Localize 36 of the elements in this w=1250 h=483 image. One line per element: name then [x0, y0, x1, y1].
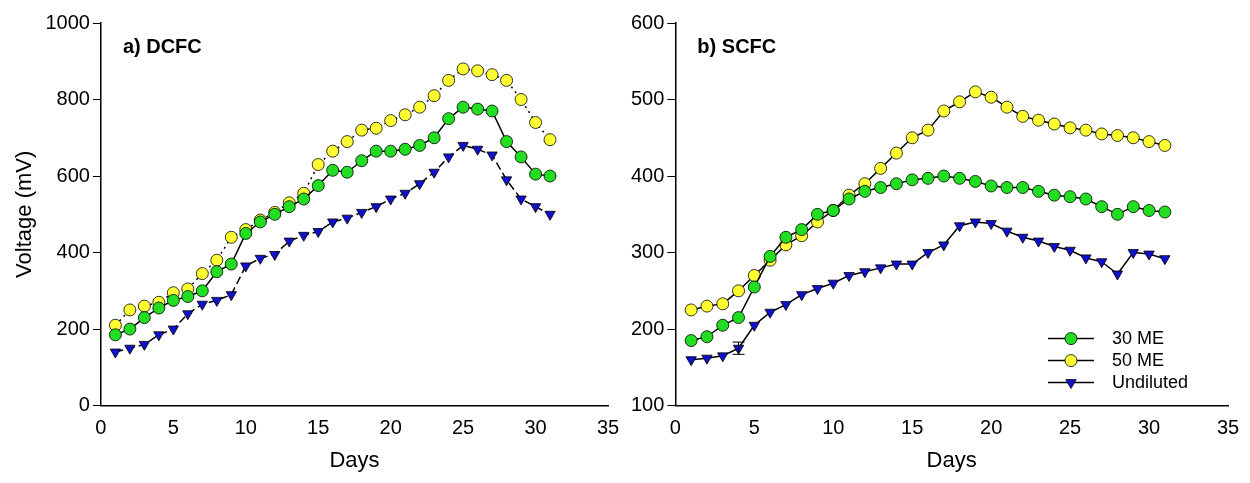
x-axis-title: Days: [926, 446, 977, 472]
x-tick-label: 25: [451, 416, 475, 439]
y-tick-label: 800: [56, 87, 90, 110]
x-tick-label: 30: [1137, 416, 1161, 439]
y-tick-label: 100: [630, 393, 665, 416]
x-tick-label: 5: [748, 416, 760, 439]
x-tick-label: 15: [307, 416, 330, 439]
x-tick-label: 5: [167, 416, 179, 439]
y-tick-label: 600: [630, 10, 665, 33]
y-tick-label: 400: [56, 240, 90, 263]
y-tick-label: 600: [56, 163, 90, 186]
x-tick-label: 10: [822, 416, 845, 439]
legend-label: 50 ME: [1112, 349, 1165, 370]
x-tick-label: 0: [95, 416, 107, 439]
x-tick-label: 15: [901, 416, 924, 439]
y-axis-title: Voltage (mV): [11, 150, 37, 278]
legend-label: Undiluted: [1112, 371, 1189, 392]
x-tick-label: 35: [1216, 416, 1240, 439]
y-tick-label: 200: [630, 316, 665, 339]
legend-label: 30 ME: [1112, 327, 1165, 348]
x-tick-label: 25: [1058, 416, 1082, 439]
y-tick-label: 400: [630, 163, 665, 186]
text: b) SCFC: [697, 34, 777, 57]
text: a) DCFC: [122, 34, 202, 57]
x-tick-label: 20: [379, 416, 402, 439]
x-tick-label: 35: [596, 416, 620, 439]
y-tick-label: 200: [56, 316, 90, 339]
x-axis-title: Days: [329, 446, 380, 472]
y-tick-label: 1000: [45, 10, 90, 33]
y-tick-label: 500: [630, 87, 665, 110]
x-tick-label: 10: [234, 416, 257, 439]
y-tick-label: 300: [630, 240, 665, 263]
x-tick-label: 20: [980, 416, 1003, 439]
x-tick-label: 0: [669, 416, 681, 439]
x-tick-label: 30: [524, 416, 547, 439]
y-tick-label: 0: [78, 393, 90, 416]
